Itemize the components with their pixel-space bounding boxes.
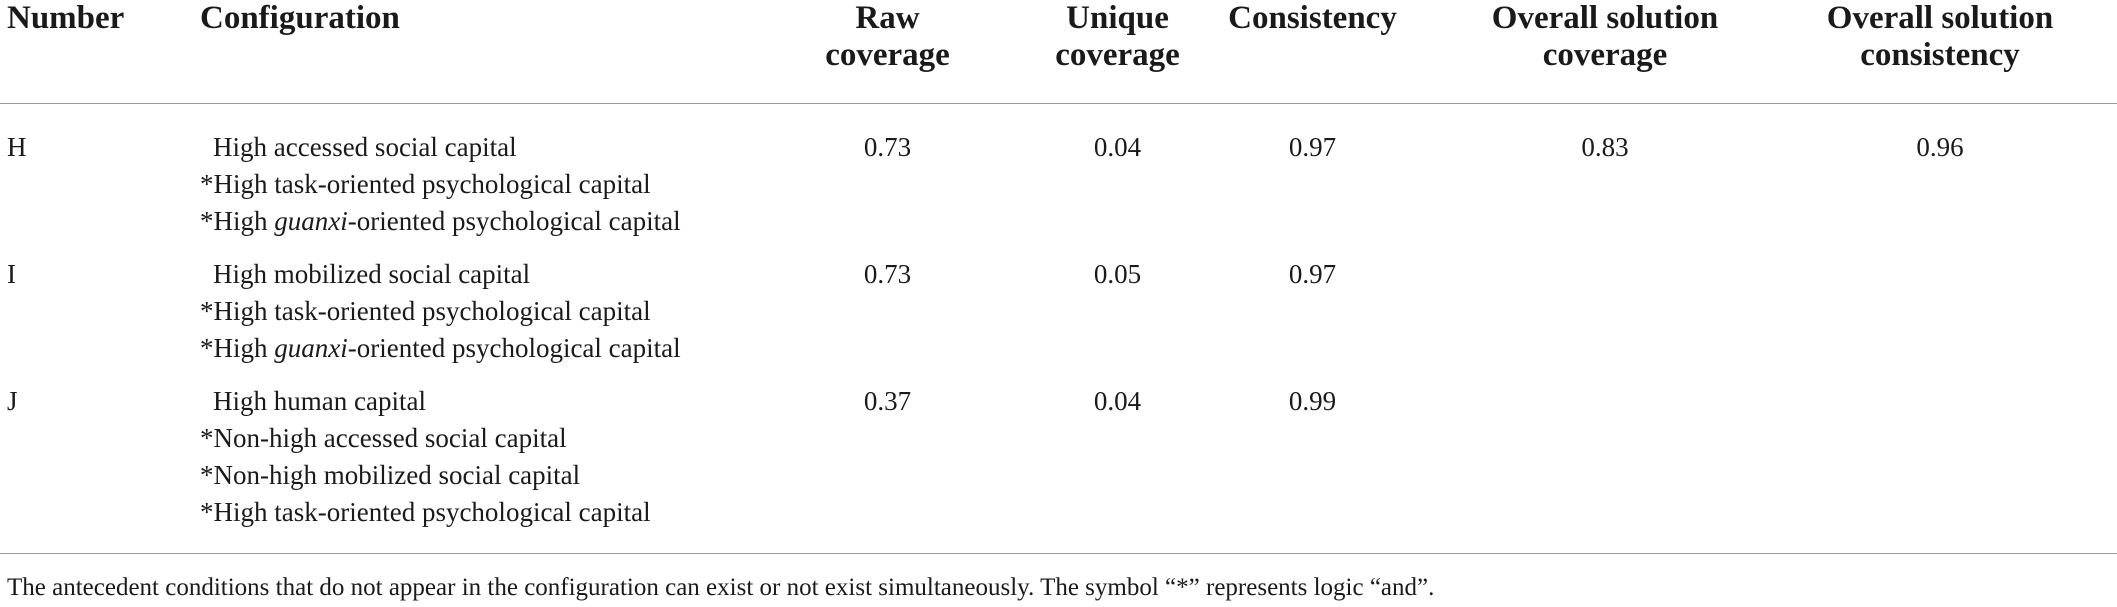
header-unique-coverage: Unique coverage xyxy=(1055,0,1180,73)
config-line: *High guanxi-oriented psychological capi… xyxy=(200,206,681,236)
header-overall-solution-coverage: Overall solution coverage xyxy=(1491,0,1719,73)
row-i-unique-coverage: 0.05 xyxy=(1093,259,1142,289)
header-raw-coverage: Raw coverage xyxy=(825,0,950,73)
row-h-consistency: 0.97 xyxy=(1288,132,1337,162)
footer-rule xyxy=(0,553,2117,554)
row-j-number: J xyxy=(7,386,18,416)
row-i-number: I xyxy=(7,259,16,289)
header-configuration: Configuration xyxy=(200,0,400,36)
row-h-raw-coverage: 0.73 xyxy=(863,132,912,162)
row-j-unique-coverage: 0.04 xyxy=(1093,386,1142,416)
config-line: *High task-oriented psychological capita… xyxy=(200,169,651,199)
row-h-configuration: High accessed social capital *High task-… xyxy=(200,129,681,240)
header-consistency: Consistency xyxy=(1228,0,1397,36)
config-line: High human capital xyxy=(213,386,426,416)
row-h-unique-coverage: 0.04 xyxy=(1093,132,1142,162)
config-line: *Non-high mobilized social capital xyxy=(200,460,581,490)
row-i-configuration: High mobilized social capital *High task… xyxy=(200,256,681,367)
row-h-overall-solution-consistency: 0.96 xyxy=(1916,132,1964,162)
config-line: *High task-oriented psychological capita… xyxy=(200,296,651,326)
row-h-number: H xyxy=(7,132,27,162)
config-line: High mobilized social capital xyxy=(213,259,531,289)
config-line: *High task-oriented psychological capita… xyxy=(200,497,651,527)
row-i-consistency: 0.97 xyxy=(1288,259,1337,289)
row-j-raw-coverage: 0.37 xyxy=(863,386,912,416)
row-j-configuration: High human capital *Non-high accessed so… xyxy=(200,383,651,531)
config-line: High accessed social capital xyxy=(213,132,517,162)
table-footnote: The antecedent conditions that do not ap… xyxy=(7,574,1435,601)
row-j-consistency: 0.99 xyxy=(1288,386,1337,416)
header-number: Number xyxy=(7,0,125,36)
header-rule xyxy=(0,103,2117,104)
row-h-overall-solution-coverage: 0.83 xyxy=(1581,132,1629,162)
config-line: *High guanxi-oriented psychological capi… xyxy=(200,333,681,363)
header-overall-solution-consistency: Overall solution consistency xyxy=(1826,0,2054,73)
config-line: *Non-high accessed social capital xyxy=(200,423,567,453)
row-i-raw-coverage: 0.73 xyxy=(863,259,912,289)
